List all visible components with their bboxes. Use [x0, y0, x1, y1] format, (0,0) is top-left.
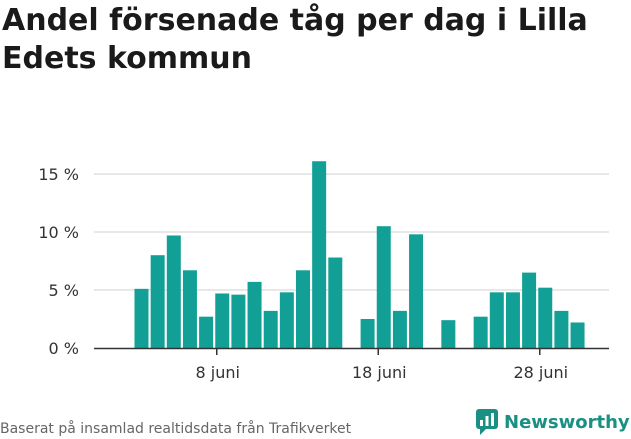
- bar-day-4: [150, 255, 165, 348]
- x-tick-label: 8 juni: [196, 363, 240, 382]
- bar-day-11: [263, 310, 278, 348]
- bar-day-6: [182, 270, 197, 348]
- bar-day-10: [247, 281, 262, 348]
- logo-text: Newsworthy: [504, 411, 630, 433]
- bar-day-13: [296, 270, 310, 348]
- bar-day-7: [199, 316, 214, 348]
- newsworthy-logo: Newsworthy: [476, 409, 630, 435]
- bar-day-12: [279, 292, 294, 348]
- bar-day-14: [312, 161, 327, 348]
- x-tick-label: 28 juni: [513, 363, 568, 382]
- x-tick-label: 18 juni: [352, 363, 407, 382]
- bar-day-28: [538, 287, 553, 348]
- bar-day-25: [489, 292, 504, 348]
- bars: [134, 161, 585, 348]
- bar-day-8: [215, 293, 230, 348]
- bar-day-26: [505, 292, 520, 348]
- axes: 0 % 5 % 10 % 15 % 8 juni 18 juni 28 juni: [38, 165, 609, 382]
- source-note: Baserat på insamlad realtidsdata från Tr…: [0, 421, 352, 437]
- bar-day-30: [570, 322, 585, 348]
- bar-day-22: [441, 320, 456, 348]
- y-tick-label: 5 %: [49, 281, 79, 300]
- bar-day-18: [376, 226, 391, 348]
- bar-day-19: [392, 310, 407, 348]
- bar-day-9: [231, 294, 246, 348]
- bar-chart: 0 % 5 % 10 % 15 % 8 juni 18 juni 28 juni: [38, 161, 609, 382]
- bar-day-5: [166, 235, 181, 348]
- bar-day-17: [360, 319, 375, 348]
- y-tick-label: 0 %: [49, 339, 79, 358]
- bar-day-3: [134, 288, 149, 348]
- y-tick-label: 15 %: [38, 165, 79, 184]
- bar-day-29: [554, 310, 569, 348]
- bar-day-27: [522, 272, 537, 348]
- bar-day-15: [328, 257, 343, 348]
- chart-title: Andel försenade tåg per dag i Lilla Edet…: [2, 3, 588, 76]
- bar-day-24: [473, 316, 488, 348]
- newsworthy-logo-icon: [476, 409, 498, 435]
- y-tick-label: 10 %: [38, 223, 79, 242]
- bar-day-20: [409, 234, 424, 348]
